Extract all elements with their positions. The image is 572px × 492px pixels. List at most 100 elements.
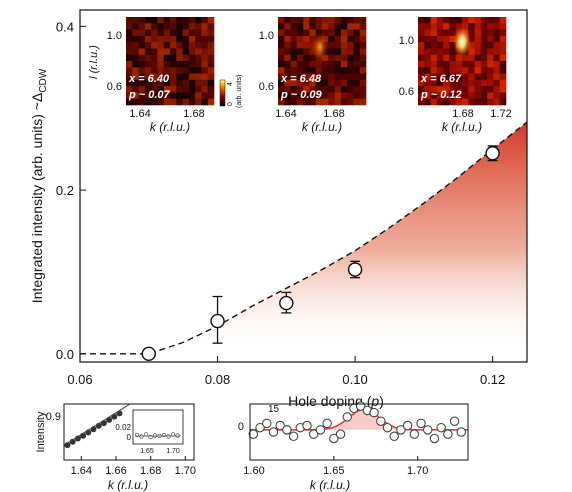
heatmap-cell (132, 17, 139, 24)
heatmap-cell (201, 92, 209, 100)
heatmap-cell (195, 48, 202, 56)
heatmap-cell (303, 29, 310, 37)
heatmap-cell (170, 79, 177, 87)
heatmap-cell (126, 98, 133, 106)
bottom-right-point (409, 429, 420, 439)
heatmap-cell (303, 35, 310, 43)
heatmap-cell (493, 79, 501, 87)
heatmap-cell (359, 79, 367, 87)
heatmap-cell (278, 23, 285, 30)
heatmap-cell (151, 61, 158, 68)
heatmap-cell (430, 92, 438, 100)
heatmap-cell (132, 35, 139, 43)
heatmap-cell (430, 98, 438, 106)
heatmap-cell (163, 67, 171, 74)
heatmap-cell (455, 61, 463, 68)
heatmap-cell (195, 92, 202, 100)
heatmap-cell (347, 48, 354, 56)
heatmap-cell (278, 48, 285, 56)
heatmap-cell (207, 79, 215, 87)
heatmap-cell (284, 42, 291, 49)
heatmap-cell (315, 61, 323, 68)
heatmap-cell (487, 23, 494, 30)
bottom-left-inset-frame (132, 409, 184, 445)
heatmap-cell (443, 79, 450, 87)
heatmap-cell (309, 92, 317, 100)
heatmap-cell (163, 79, 171, 87)
heatmap-cell (347, 17, 354, 24)
heatmap-cell (430, 29, 438, 37)
y-tick-label: 0.2 (56, 183, 74, 198)
heatmap-2-ytick-1.0: 1.0 (259, 30, 274, 42)
heatmap-3-noise (418, 17, 507, 106)
heatmap-cell (480, 17, 488, 24)
heatmap-cell (284, 54, 291, 62)
heatmap-cell (151, 92, 158, 100)
heatmap-cell (144, 29, 152, 37)
heatmap-cell (499, 73, 507, 81)
heatmap-cell (296, 98, 304, 106)
bottom-right-point (416, 418, 426, 429)
heatmap-cell (207, 73, 215, 81)
heatmap-cell (347, 86, 354, 93)
heatmap-cell (455, 23, 463, 30)
heatmap-cell (144, 42, 152, 49)
heatmap-cell (182, 48, 190, 56)
heatmap-cell (188, 67, 196, 74)
heatmap-cell (487, 86, 494, 93)
heatmap-cell (340, 98, 348, 106)
heatmap-cell (487, 67, 494, 74)
heatmap-cell (176, 98, 183, 106)
heatmap-cell (126, 29, 133, 37)
bottom-left-trend-line (65, 403, 131, 445)
bottom-left-inset-xtick-1.70: 1.70 (166, 448, 180, 455)
data-point (279, 295, 294, 311)
heatmap-cell (157, 67, 165, 74)
heatmap-cell (188, 35, 196, 43)
heatmap-cell (170, 48, 177, 56)
heatmap-cell (207, 98, 215, 106)
y-tick-label: 0.4 (56, 19, 74, 34)
heatmap-cell (315, 67, 323, 74)
bottom-right-point (396, 425, 406, 435)
heatmap-cell (468, 42, 475, 49)
heatmap-cell (309, 73, 317, 81)
heatmap-cell (138, 54, 146, 62)
heatmap-cell (278, 29, 285, 37)
bottom-right-point (275, 420, 285, 431)
heatmap-cell (290, 23, 298, 30)
heatmap-cell (322, 79, 329, 87)
heatmap-cell (296, 73, 304, 81)
heatmap-cell (126, 67, 133, 74)
heatmap-cell (443, 86, 450, 93)
heatmap-cell (424, 48, 431, 56)
heatmap-cell (170, 98, 177, 106)
heatmap-3-xtick-1.68: 1.68 (452, 108, 473, 120)
bottom-left-ylabel: Intensity (35, 411, 47, 452)
heatmap-cell (328, 17, 335, 24)
heatmap-cell (499, 54, 507, 62)
heatmap-cell (418, 61, 425, 68)
x-tick-label: 0.12 (480, 372, 505, 387)
bottom-right-point (449, 416, 460, 426)
heatmap-cell (278, 79, 285, 87)
heatmap-cell (138, 17, 146, 24)
heatmap-cell (449, 86, 457, 93)
heatmap-cell (418, 79, 425, 87)
heatmap-cell (126, 86, 133, 93)
heatmap-cell (468, 29, 475, 37)
heatmap-cell (290, 48, 298, 56)
heatmap-cell (430, 61, 438, 68)
heatmap-cell (315, 79, 323, 87)
heatmap-cell (176, 73, 183, 81)
heatmap-cell (340, 35, 348, 43)
heatmap-cell (126, 61, 133, 68)
heatmap-cell (340, 67, 348, 74)
heatmap-cell (455, 67, 463, 74)
heatmap-cell (468, 73, 475, 81)
heatmap-cell (353, 61, 361, 68)
data-point (347, 262, 363, 277)
heatmap-cell (151, 48, 158, 56)
heatmap-cell (157, 98, 165, 106)
heatmap-cell (144, 92, 152, 100)
